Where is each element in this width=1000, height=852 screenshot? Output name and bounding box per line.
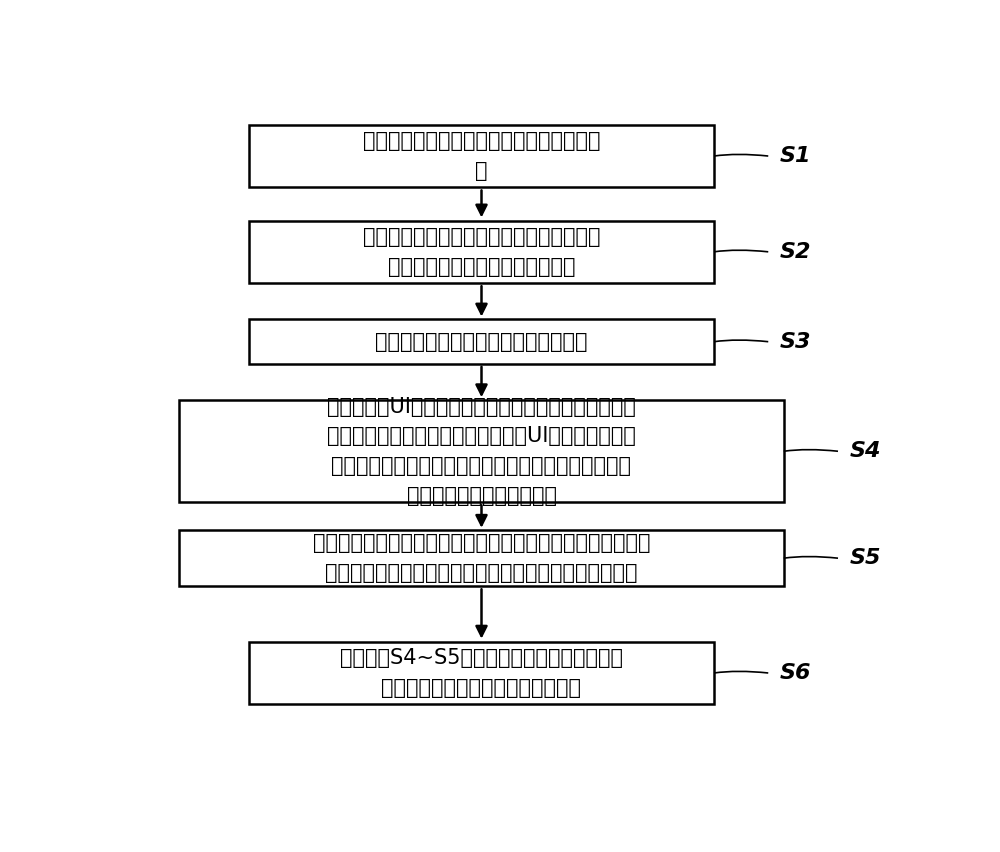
Text: S5: S5 — [850, 548, 881, 568]
Text: S6: S6 — [780, 663, 811, 683]
Text: 基于两轴转台进行手眼标定，获得左相机光
心到转台基坐标系的标定结果矩阵: 基于两轴转台进行手眼标定，获得左相机光 心到转台基坐标系的标定结果矩阵 — [363, 227, 600, 277]
Text: 采集该目标位姿下的单幅点云，通过重建该幅点云并与先前扫
描的点云数据进行配准，补全该位置缺失点云的扫描结果: 采集该目标位姿下的单幅点云，通过重建该幅点云并与先前扫 描的点云数据进行配准，补… — [313, 533, 650, 583]
Bar — [249, 125, 714, 187]
Bar — [179, 530, 784, 586]
Text: 采集待扫描目标物的三维数字模型点云: 采集待扫描目标物的三维数字模型点云 — [375, 331, 588, 352]
Bar — [179, 400, 784, 502]
Text: S1: S1 — [780, 146, 811, 166]
Bar — [249, 221, 714, 283]
Bar — [249, 320, 714, 364]
Text: S2: S2 — [780, 242, 811, 262]
Text: 标定双目结构光三维扫描仪的相机的内外参
数: 标定双目结构光三维扫描仪的相机的内外参 数 — [363, 131, 600, 181]
Text: 在计算机上UI窗口中查找点云模型的缺失区域，并将窗
口视图对准所述缺失区域，实时获取UI窗口中显示的点
云模型目标位姿，并根据所述标定结果矩阵和所述目标
位姿控: 在计算机上UI窗口中查找点云模型的缺失区域，并将窗 口视图对准所述缺失区域，实时… — [327, 397, 636, 505]
Text: 重复步骤S4~S5直至补全其他部分缺失点云数
据，得到目标物的完整三维数字模型: 重复步骤S4~S5直至补全其他部分缺失点云数 据，得到目标物的完整三维数字模型 — [340, 648, 623, 698]
Text: S4: S4 — [850, 441, 881, 461]
Text: S3: S3 — [780, 331, 811, 352]
Bar — [249, 642, 714, 704]
